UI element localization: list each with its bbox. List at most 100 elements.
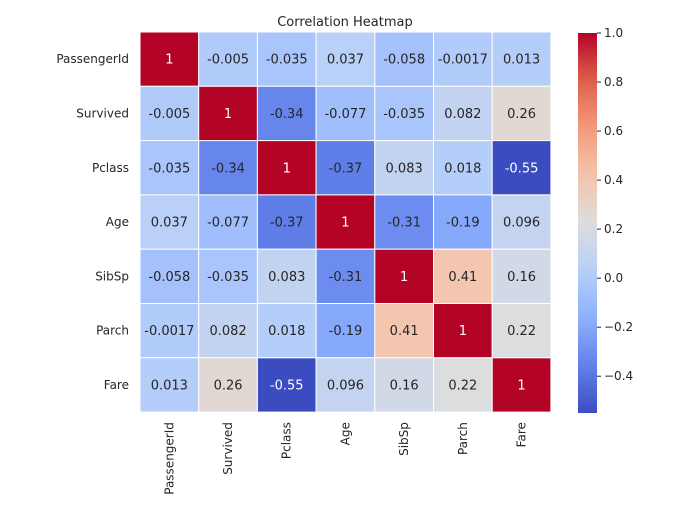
- cell-value-label-5-1: 0.082: [209, 324, 246, 339]
- colorbar-tick-label-5: 0.0: [604, 271, 623, 285]
- cell-value-label-2-6: -0.55: [505, 161, 539, 176]
- column-tick-label-4: SibSp: [397, 422, 411, 456]
- heatmap-cell-3-3: [315, 194, 376, 250]
- cell-value-label-5-3: -0.19: [329, 324, 363, 339]
- heatmap-cell-2-1: [198, 140, 258, 196]
- cell-value-label-0-3: 0.037: [327, 53, 364, 68]
- cell-value-label-0-5: -0.0017: [438, 53, 488, 68]
- cell-value-label-6-6: 1: [517, 378, 525, 393]
- cell-value-label-6-5: 0.22: [448, 378, 477, 393]
- heatmap-cell-1-4: [374, 85, 434, 142]
- heatmap-cell-2-3: [315, 140, 376, 196]
- cell-value-label-4-3: -0.31: [329, 270, 363, 285]
- cell-value-label-6-3: 0.096: [327, 378, 364, 393]
- heatmap-cell-4-2: [256, 248, 317, 304]
- cell-value-label-3-3: 1: [341, 216, 349, 231]
- heatmap-cell-3-0: [139, 194, 200, 250]
- row-tick-label-2: Pclass: [92, 161, 129, 175]
- column-tick-label-0: PassengerId: [162, 422, 176, 495]
- heatmap-cell-6-2: [256, 357, 317, 413]
- cell-value-label-3-1: -0.077: [207, 216, 249, 231]
- colorbar-gradient: [578, 33, 597, 413]
- heatmap-cell-1-6: [491, 85, 552, 142]
- row-tick-label-4: SibSp: [95, 269, 129, 283]
- heatmap-cell-6-5: [433, 357, 493, 413]
- heatmap-cell-5-3: [315, 303, 376, 359]
- heatmap-cell-6-6: [491, 357, 552, 413]
- cell-value-label-0-2: -0.035: [266, 53, 308, 68]
- cell-value-label-2-2: 1: [283, 161, 291, 176]
- cell-value-label-0-4: -0.058: [383, 53, 425, 68]
- cell-value-label-4-1: -0.035: [207, 270, 249, 285]
- row-tick-label-0: PassengerId: [56, 52, 129, 66]
- cell-value-label-1-3: -0.077: [324, 107, 366, 122]
- cell-value-label-6-4: 0.16: [390, 378, 419, 393]
- colorbar-tick-label-2: 0.6: [604, 124, 623, 138]
- heatmap-cell-5-4: [374, 303, 434, 359]
- row-tick-label-1: Survived: [76, 106, 129, 120]
- cell-value-label-5-2: 0.018: [268, 324, 305, 339]
- heatmap-cell-2-6: [491, 140, 552, 196]
- cell-value-label-6-0: 0.013: [151, 378, 188, 393]
- cell-value-label-6-2: -0.55: [270, 378, 304, 393]
- cell-value-label-4-5: 0.41: [448, 270, 477, 285]
- cell-value-label-2-1: -0.34: [211, 161, 245, 176]
- cell-value-label-2-3: -0.37: [329, 161, 363, 176]
- cell-value-label-5-6: 0.22: [507, 324, 536, 339]
- cell-value-label-4-2: 0.083: [268, 270, 305, 285]
- heatmap-cell-1-0: [139, 85, 200, 142]
- heatmap-cell-3-5: [433, 194, 493, 250]
- colorbar-tick-label-7: −0.4: [604, 369, 633, 383]
- cell-value-label-0-0: 1: [165, 53, 173, 68]
- heatmap-cell-1-2: [256, 85, 317, 142]
- row-tick-label-6: Fare: [104, 378, 129, 392]
- cell-value-label-2-4: 0.083: [386, 161, 423, 176]
- heatmap-cell-0-0: [139, 31, 200, 87]
- cell-value-label-2-0: -0.035: [148, 161, 190, 176]
- column-tick-label-5: Parch: [456, 422, 470, 455]
- colorbar-tick-label-3: 0.4: [604, 173, 623, 187]
- colorbar-tick-label-0: 1.0: [604, 26, 623, 40]
- cell-value-label-4-6: 0.16: [507, 270, 536, 285]
- heatmap-cell-2-4: [374, 140, 434, 196]
- column-tick-labels: PassengerId Survived Pclass Age SibSp Parch Fa…: [162, 422, 528, 495]
- cell-value-label-0-1: -0.005: [207, 53, 249, 68]
- heatmap-cell-6-3: [315, 357, 376, 413]
- cell-value-label-3-5: -0.19: [446, 216, 480, 231]
- chart-title: Correlation Heatmap: [277, 15, 413, 30]
- cell-value-label-5-0: -0.0017: [144, 324, 194, 339]
- cell-value-label-1-5: 0.082: [444, 107, 481, 122]
- heatmap-cell-3-1: [198, 194, 258, 250]
- heatmap-cell-3-6: [491, 194, 552, 250]
- heatmap-cell-5-1: [198, 303, 258, 359]
- colorbar: 1.0 0.8 0.6 0.4 0.2 0.0 −0.2 −0.4: [578, 26, 633, 413]
- column-tick-label-3: Age: [338, 422, 352, 445]
- cell-value-label-3-2: -0.37: [270, 216, 304, 231]
- heatmap-cell-2-2: [256, 140, 317, 196]
- cell-value-label-1-6: 0.26: [507, 107, 536, 122]
- cell-value-label-3-6: 0.096: [503, 216, 540, 231]
- cell-value-label-6-1: 0.26: [214, 378, 243, 393]
- cell-value-label-1-1: 1: [224, 107, 232, 122]
- heatmap-cell-0-2: [256, 31, 317, 87]
- heatmap-cells: [139, 31, 552, 413]
- cell-value-label-0-6: 0.013: [503, 53, 540, 68]
- cell-value-label-4-4: 1: [400, 270, 408, 285]
- heatmap-cell-2-5: [433, 140, 493, 196]
- heatmap-cell-5-0: [139, 303, 200, 359]
- colorbar-tick-label-1: 0.8: [604, 75, 623, 89]
- heatmap-cell-labels: 1 -0.005 -0.035 0.037 -0.058 -0.0017 0.013 -0.0…: [144, 53, 540, 394]
- heatmap-cell-0-1: [198, 31, 258, 87]
- cell-value-label-1-2: -0.34: [270, 107, 304, 122]
- cell-value-label-5-5: 1: [459, 324, 467, 339]
- heatmap-cell-6-0: [139, 357, 200, 413]
- cell-value-label-1-4: -0.035: [383, 107, 425, 122]
- cell-value-label-5-4: 0.41: [390, 324, 419, 339]
- heatmap-cell-5-6: [491, 303, 552, 359]
- row-tick-labels: PassengerId Survived Pclass Age SibSp Parch Fa…: [56, 52, 129, 392]
- colorbar-tick-label-4: 0.2: [604, 222, 623, 236]
- cell-value-label-1-0: -0.005: [148, 107, 190, 122]
- cell-value-label-3-0: 0.037: [151, 216, 188, 231]
- cell-value-label-2-5: 0.018: [444, 161, 481, 176]
